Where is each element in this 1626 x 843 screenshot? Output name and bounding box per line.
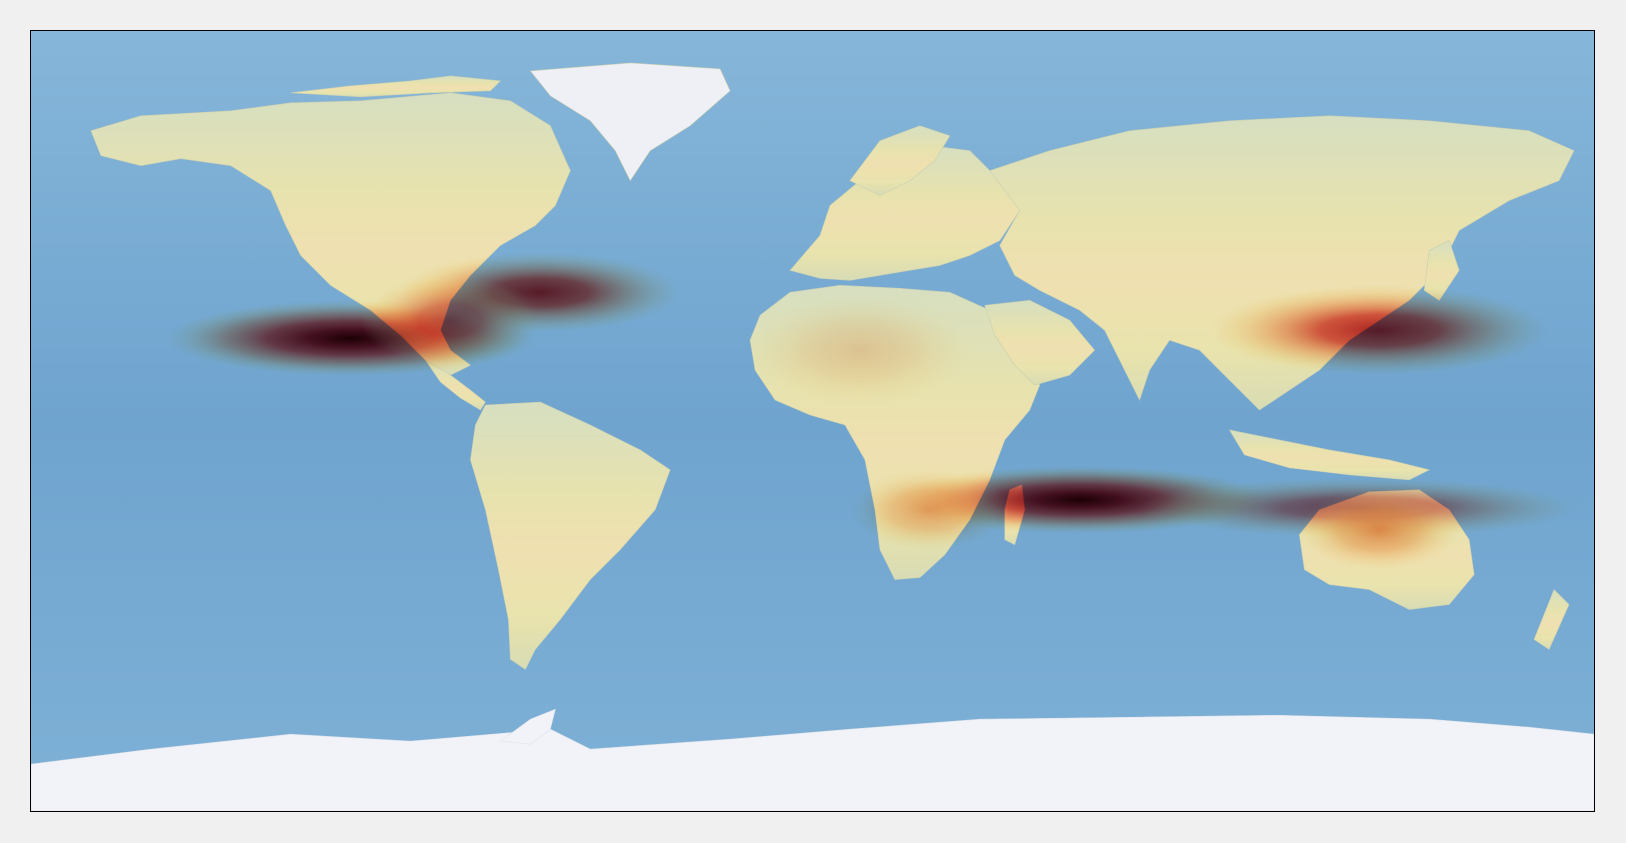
south-america [470,401,671,670]
heat-hotspot-australia-land [1299,489,1460,570]
heat-hotspot-gulf [360,275,541,366]
arctic-islands [290,75,502,98]
antarctica [31,714,1594,811]
map-frame [30,30,1595,812]
heat-hotspot-west-pacific [1209,285,1550,376]
antarctic-peninsula [499,708,556,745]
japan [1423,240,1460,301]
southeast-asia-islands [1228,429,1431,481]
asia [989,115,1575,411]
heat-hotspot-south-africa [849,469,1010,550]
heatmap-layer [165,252,1580,570]
new-zealand [1533,589,1570,650]
greenland [529,62,731,182]
scandinavia [849,125,951,196]
arabia [984,300,1096,386]
heat-hotspot-sahara [750,295,970,406]
central-america [425,359,486,411]
world-map[interactable] [31,31,1594,811]
